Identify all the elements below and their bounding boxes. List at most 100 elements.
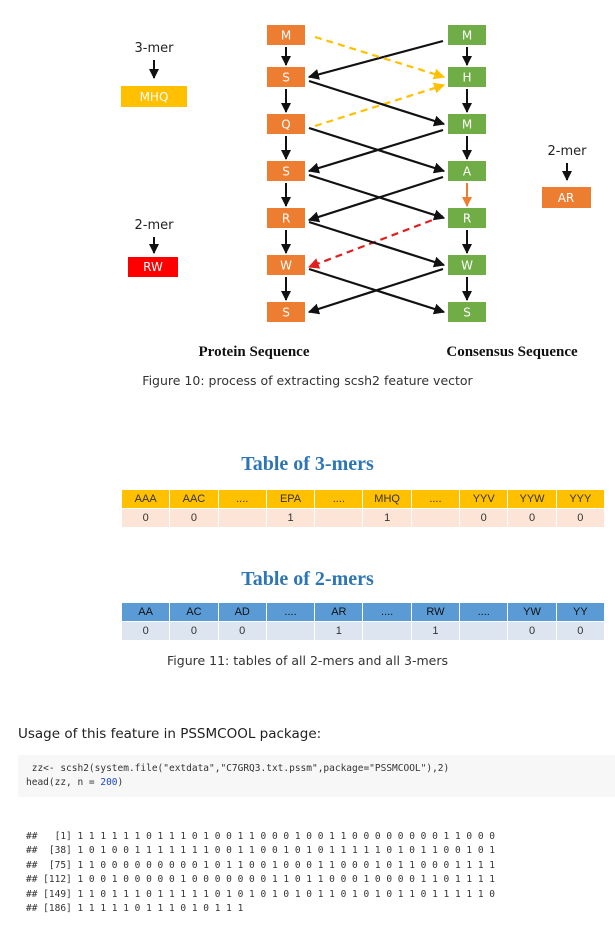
table-2mers-cell: 0	[507, 621, 557, 641]
protein-node-label: S	[282, 71, 290, 85]
consensus-node-label: H	[462, 71, 471, 85]
protein-node-label: S	[282, 306, 290, 320]
table-3mers-cell: 0	[169, 508, 219, 528]
consensus-to-protein-arrow	[307, 128, 444, 174]
table-3mers-cell	[217, 508, 267, 528]
mhq-box	[121, 86, 187, 107]
table-2mers-cell	[459, 621, 509, 641]
table-2mers-header: ....	[265, 602, 316, 622]
yellow-dashed-arrow	[314, 35, 446, 80]
code-line-2-post: )	[117, 777, 124, 788]
table-3mers-header: MHQ	[362, 489, 412, 509]
consensus-node-box	[448, 161, 486, 181]
protein-node-box	[267, 25, 305, 45]
table-3mers-header: ....	[217, 489, 267, 509]
sequence-nodes: M S Q S R W S M H M A R W S	[267, 25, 486, 322]
table-2mers-header: ....	[362, 602, 412, 622]
consensus-node-box	[448, 302, 486, 322]
protein-to-consensus-arrow	[308, 79, 446, 127]
consensus-node-box	[448, 208, 486, 228]
protein-to-consensus-arrow	[308, 126, 446, 174]
protein-sequence-title: Protein Sequence	[199, 344, 310, 360]
left-2mer-label: 2-mer	[135, 218, 175, 233]
table-3mers-header-row: AAA AAC .... EPA .... MHQ .... YYV YYW Y…	[120, 489, 606, 509]
output-line: ## [38] 1 0 1 0 0 1 1 1 1 1 1 1 0 0 1 1 …	[26, 845, 495, 856]
mhq-text: MHQ	[140, 90, 169, 104]
consensus-to-protein-arrow	[307, 39, 444, 80]
code-line-1: zz<- scsh2(system.file("extdata","C7GRQ3…	[26, 763, 450, 774]
protein-node-box	[267, 208, 305, 228]
consensus-node-label: S	[463, 306, 471, 320]
code-number: 200	[100, 777, 118, 788]
table-2mers-header: AC	[169, 602, 219, 622]
protein-to-consensus-arrow	[308, 173, 446, 221]
table-3mers-header: YYW	[507, 489, 557, 509]
table-2mers-header: YW	[507, 602, 557, 622]
protein-node-label: S	[282, 165, 290, 179]
table-2mers: AA AC AD .... AR .... RW .... YW YY 0 0 …	[120, 602, 606, 641]
consensus-node-box	[448, 25, 486, 45]
table-2mers-cell: 1	[314, 621, 364, 641]
table-2mers-title: Table of 2-mers	[241, 568, 374, 590]
table-3mers-cell	[410, 508, 461, 528]
table-3mers-header: EPA	[265, 489, 316, 509]
table-3mers-header: AAA	[120, 489, 171, 509]
usage-heading: Usage of this feature in PSSMCOOL packag…	[18, 726, 322, 742]
consensus-node-box	[448, 114, 486, 134]
consensus-node-box	[448, 255, 486, 275]
table-3mers-cell: 0	[555, 508, 606, 528]
table-3mers-cell: 0	[459, 508, 509, 528]
table-2mers-header: RW	[410, 602, 461, 622]
consensus-node-label: A	[463, 165, 472, 179]
table-2mers-cell	[362, 621, 412, 641]
output-line: ## [112] 1 0 0 1 0 0 0 0 0 1 0 0 0 0 0 0…	[26, 874, 495, 885]
table-3mers-header: ....	[314, 489, 364, 509]
left-3mer-label: 3-mer	[135, 41, 175, 56]
figure-11-caption: Figure 11: tables of all 2-mers and all …	[167, 653, 448, 668]
table-3mers: AAA AAC .... EPA .... MHQ .... YYV YYW Y…	[120, 489, 606, 528]
ar-text: AR	[558, 191, 575, 205]
protein-node-label: M	[281, 29, 291, 43]
table-2mers-header: AD	[217, 602, 267, 622]
table-3mers-value-row: 0 0 1 1 0 0 0	[120, 508, 606, 528]
output-line: ## [1] 1 1 1 1 1 1 0 1 1 1 0 1 0 0 1 1 0…	[26, 830, 495, 842]
consensus-node-label: W	[461, 259, 473, 273]
table-2mers-cell: 0	[169, 621, 219, 641]
yellow-dashed-arrow	[314, 82, 446, 128]
ar-box	[542, 187, 591, 208]
consensus-sequence-title: Consensus Sequence	[446, 344, 578, 360]
table-3mers-title: Table of 3-mers	[241, 453, 374, 475]
table-2mers-cell: 0	[555, 621, 606, 641]
protein-node-box	[267, 161, 305, 181]
table-2mers-header: AA	[120, 602, 171, 622]
consensus-node-label: R	[463, 212, 471, 226]
table-2mers-header: AR	[314, 602, 364, 622]
protein-node-box	[267, 114, 305, 134]
table-3mers-cell: 0	[507, 508, 557, 528]
consensus-node-label: M	[462, 29, 472, 43]
table-3mers-cell: 1	[265, 508, 316, 528]
code-block[interactable]: zz<- scsh2(system.file("extdata","C7GRQ3…	[18, 755, 615, 797]
consensus-node-label: M	[462, 118, 472, 132]
rw-text: RW	[143, 260, 163, 274]
consensus-to-protein-arrow	[307, 175, 444, 223]
code-output: ## [1] 1 1 1 1 1 1 0 1 1 1 0 1 0 0 1 1 0…	[26, 815, 495, 931]
table-2mers-header: YY	[555, 602, 606, 622]
protein-to-consensus-arrow	[308, 220, 446, 268]
right-2mer-label: 2-mer	[548, 144, 588, 159]
table-2mers-value-row: 0 0 0 1 1 0 0	[120, 621, 606, 641]
table-3mers-header: YYY	[555, 489, 606, 509]
output-line: ## [75] 1 1 0 0 0 0 0 0 0 0 0 1 0 1 1 0 …	[26, 859, 495, 871]
table-2mers-cell: 0	[120, 621, 171, 641]
consensus-node-box	[448, 67, 486, 87]
protein-node-label: W	[280, 259, 292, 273]
table-2mers-cell: 1	[410, 621, 461, 641]
protein-node-box	[267, 67, 305, 87]
table-3mers-header: ....	[410, 489, 461, 509]
rw-box	[128, 257, 178, 277]
table-3mers-cell	[314, 508, 364, 528]
table-2mers-header: ....	[459, 602, 509, 622]
protein-node-label: Q	[281, 118, 290, 132]
figure-10-caption: Figure 10: process of extracting scsh2 f…	[142, 373, 473, 388]
